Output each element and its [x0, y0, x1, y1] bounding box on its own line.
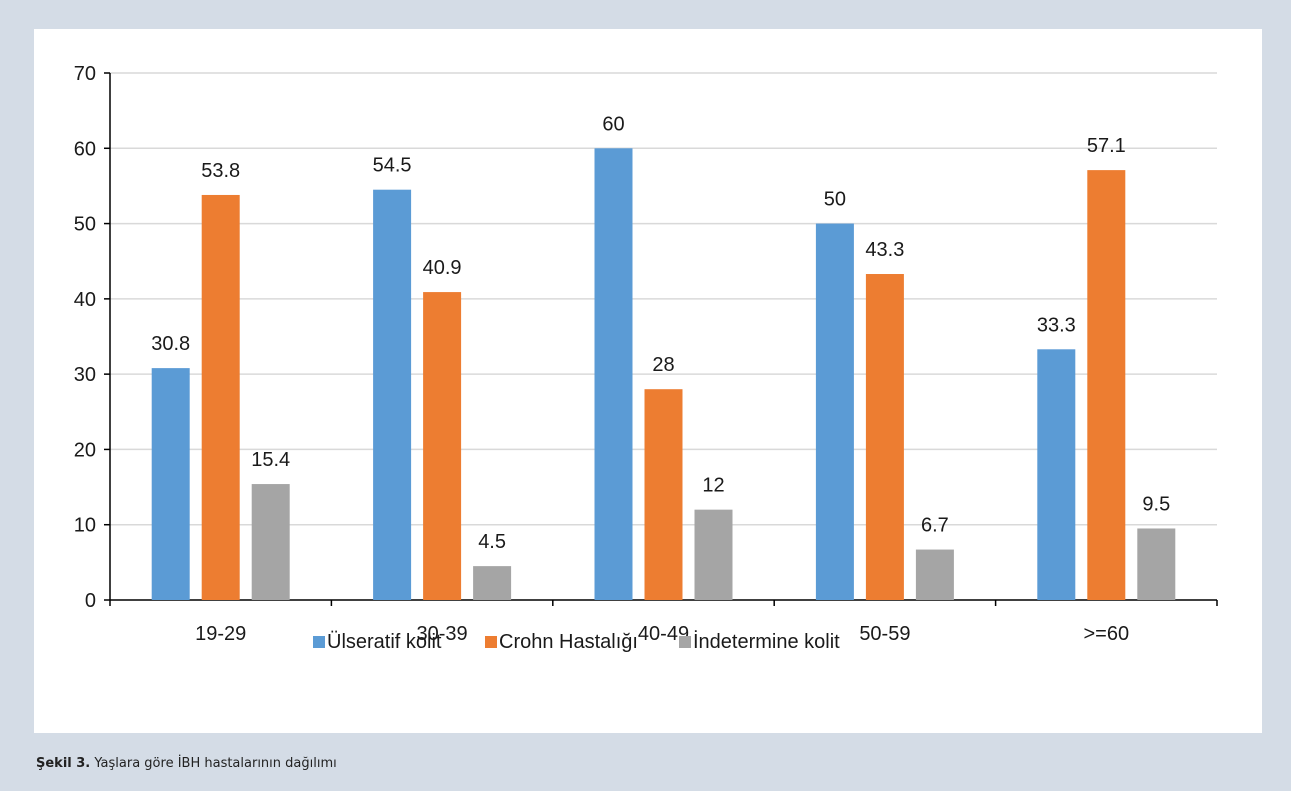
y-tick-label: 50 — [74, 214, 96, 236]
y-tick-label: 40 — [74, 289, 96, 311]
legend-entry: Ülseratif kolit — [327, 631, 442, 653]
data-label: 6.7 — [921, 515, 949, 537]
bar — [423, 292, 462, 600]
y-tick-label: 20 — [74, 439, 96, 461]
bar — [1037, 349, 1076, 600]
y-tick-label: 10 — [74, 515, 96, 537]
bar — [594, 148, 633, 600]
data-label: 60 — [602, 113, 624, 135]
bar — [201, 194, 240, 600]
caption-text: Yaşlara göre İBH hastalarının dağılımı — [94, 756, 337, 771]
x-tick-label: 40-49 — [638, 623, 689, 645]
data-label: 50 — [824, 189, 846, 211]
chart-panel: 0 10 20 30 40 50 60 70 30.8 53.8 15.4 19-29 54.5 40.9… — [34, 29, 1262, 733]
data-label: 54.5 — [373, 155, 412, 177]
data-label: 43.3 — [865, 239, 904, 261]
x-tick-label: 30-39 — [417, 623, 468, 645]
bar — [815, 223, 854, 601]
data-label: 15.4 — [251, 449, 290, 471]
bar — [865, 274, 904, 600]
legend-entry: İndetermine kolit — [693, 630, 840, 653]
x-tick-label: 50-59 — [859, 623, 910, 645]
data-label: 57.1 — [1087, 135, 1126, 157]
legend-swatch — [485, 636, 497, 648]
x-tick-label: >=60 — [1083, 623, 1129, 645]
bar — [373, 189, 412, 600]
data-label: 28 — [652, 354, 674, 376]
bar — [694, 509, 733, 600]
figure-caption: Şekil 3. Yaşlara göre İBH hastalarının d… — [36, 756, 337, 771]
bar — [1087, 170, 1126, 600]
y-tick-label: 30 — [74, 364, 96, 386]
bar — [1137, 528, 1176, 600]
bar — [915, 549, 954, 600]
y-tick-label: 60 — [74, 138, 96, 160]
bar — [473, 566, 512, 600]
data-label: 53.8 — [201, 160, 240, 182]
data-label: 40.9 — [423, 257, 462, 279]
bar-chart: 0 10 20 30 40 50 60 70 30.8 53.8 15.4 19-29 54.5 40.9… — [74, 63, 1218, 653]
bar — [251, 484, 290, 600]
legend-swatch — [679, 636, 691, 648]
data-label: 33.3 — [1037, 314, 1076, 336]
legend-swatch — [313, 636, 325, 648]
caption-label: Şekil 3. — [36, 756, 91, 771]
x-tick-label: 19-29 — [195, 623, 246, 645]
data-label: 9.5 — [1142, 493, 1170, 515]
y-tick-label: 0 — [85, 590, 96, 612]
legend-entry: Crohn Hastalığı — [499, 631, 638, 653]
bar — [151, 368, 190, 600]
bar — [644, 389, 683, 600]
data-label: 12 — [702, 475, 724, 497]
y-tick-label: 70 — [74, 63, 96, 85]
data-label: 4.5 — [478, 531, 506, 553]
data-label: 30.8 — [151, 333, 190, 355]
